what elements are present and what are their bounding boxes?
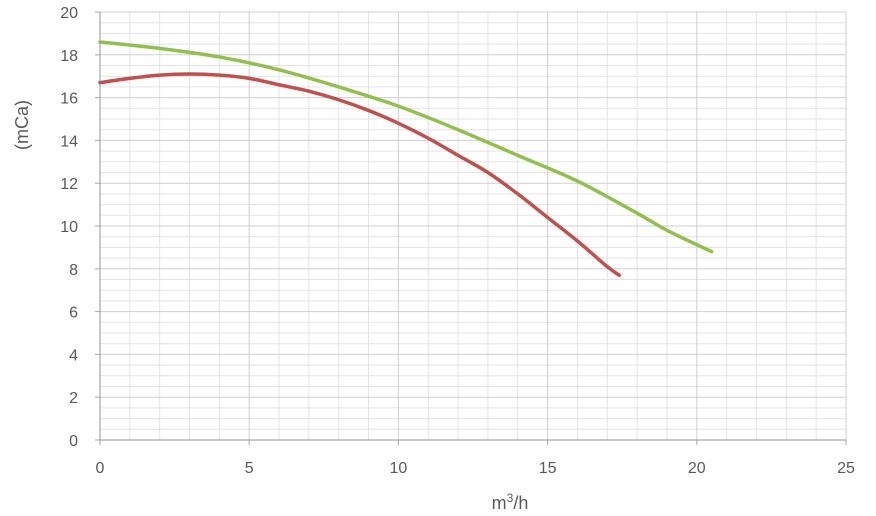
y-tick-label: 10 [60,219,78,236]
y-tick-label: 2 [69,390,78,407]
y-tick-label: 4 [69,347,78,364]
y-tick-label: 20 [60,5,78,22]
x-tick-label: 0 [96,460,105,477]
axes [95,11,847,445]
y-tick-labels: 0 2 4 6 8 10 12 14 16 18 20 [60,5,78,450]
y-tick-label: 18 [60,48,78,65]
y-tick-label: 12 [60,176,78,193]
x-axis-title-superscript: 3 [507,491,514,505]
x-axis-title: m3/h [492,491,529,513]
y-axis-title: (mCa) [12,100,32,150]
series-line-1 [98,40,714,254]
y-tick-label: 8 [69,262,78,279]
y-tick-label: 14 [60,133,78,150]
y-tick-label: 16 [60,91,78,108]
major-gridlines [100,11,847,440]
x-tick-labels: 0 5 10 15 20 25 [96,460,855,477]
x-tick-label: 25 [837,460,855,477]
x-tick-label: 10 [390,460,408,477]
x-axis-title-rest: /h [513,493,528,513]
x-tick-label: 15 [539,460,557,477]
y-tick-label: 6 [69,305,78,322]
x-tick-label: 20 [688,460,706,477]
y-tick-label: 0 [69,433,78,450]
series-layer [98,40,714,277]
x-axis-title-base: m [492,493,507,513]
x-tick-label: 5 [245,460,254,477]
series-line-2 [98,72,621,277]
